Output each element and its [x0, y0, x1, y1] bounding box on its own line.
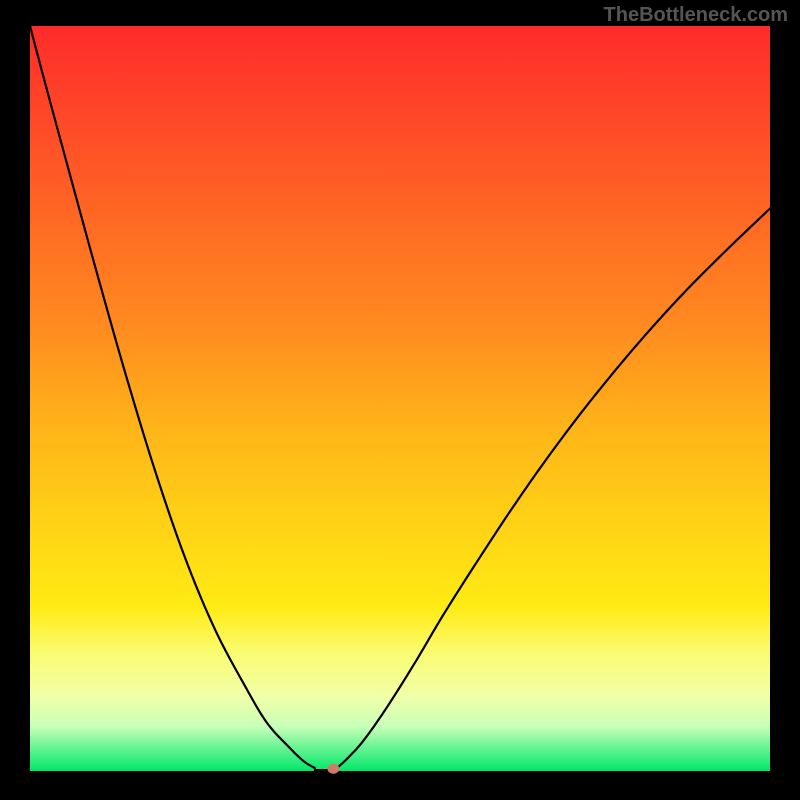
curve-layer	[30, 26, 770, 771]
watermark-text: TheBottleneck.com	[604, 4, 788, 27]
optimal-point-marker	[327, 764, 339, 774]
bottleneck-curve	[30, 26, 770, 770]
bottleneck-chart	[30, 26, 770, 771]
